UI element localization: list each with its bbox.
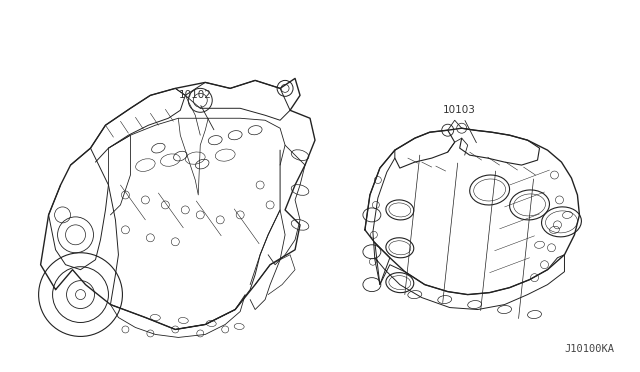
Text: J10100KA: J10100KA	[564, 344, 614, 355]
Text: 10102: 10102	[179, 90, 214, 130]
Text: 10103: 10103	[444, 105, 476, 143]
